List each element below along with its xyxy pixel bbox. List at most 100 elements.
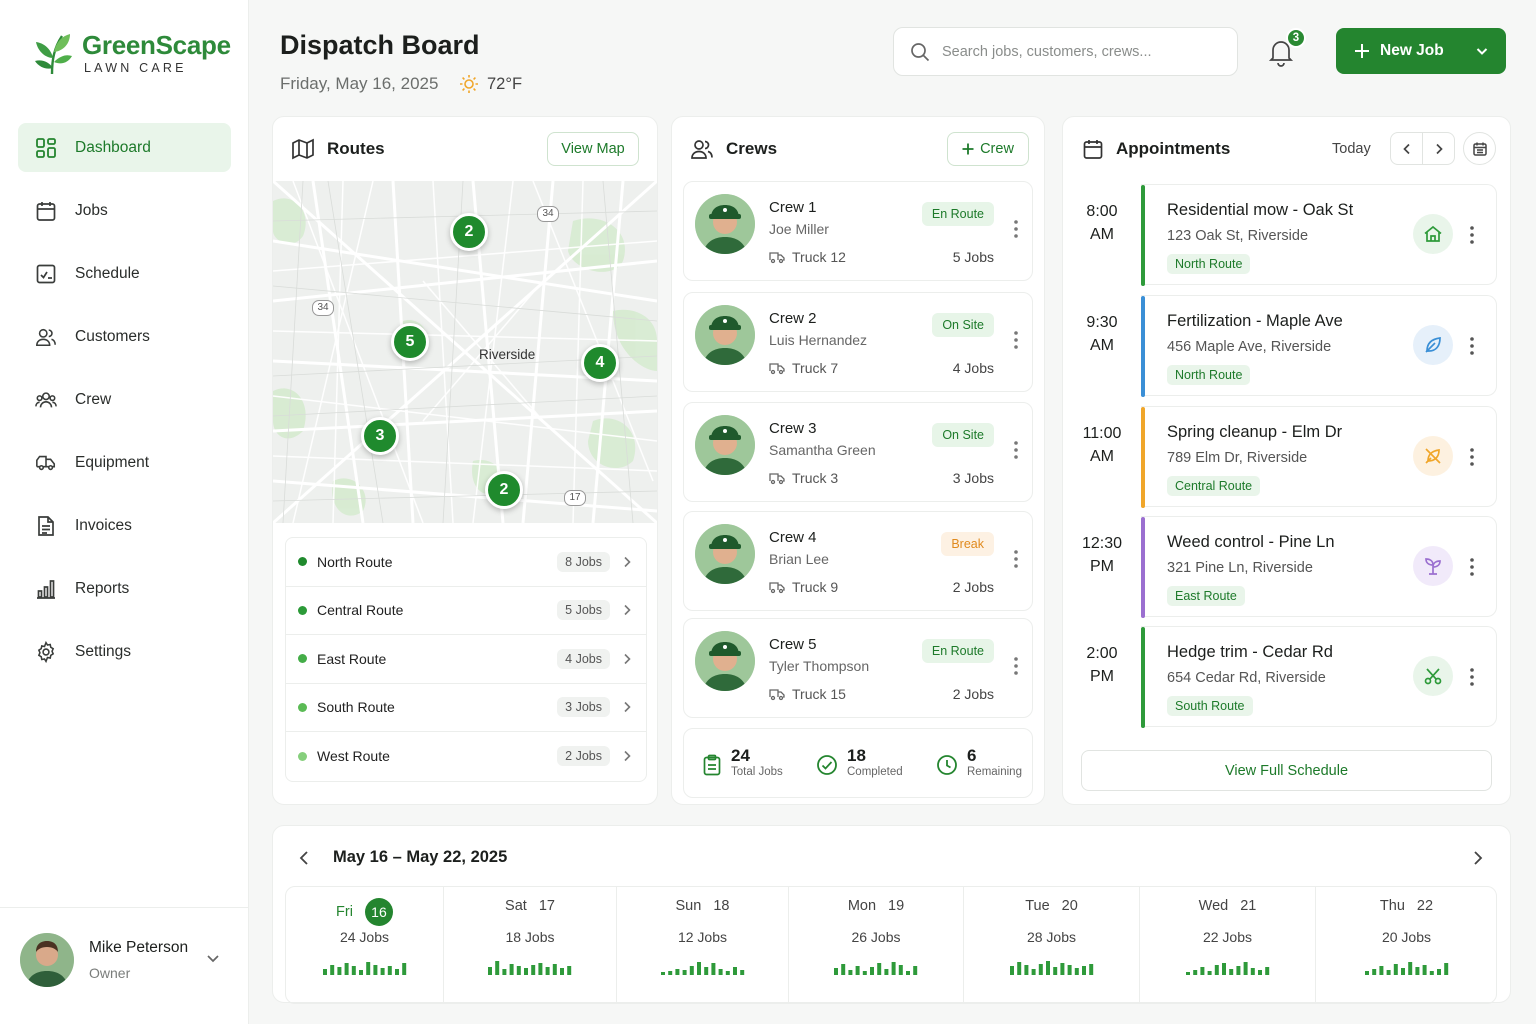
route-row-south[interactable]: South Route 3 Jobs xyxy=(286,684,646,732)
chevron-down-icon[interactable] xyxy=(205,950,221,966)
appointment-card[interactable]: Spring cleanup - Elm Dr 789 Elm Dr, River… xyxy=(1141,406,1497,508)
clock-icon xyxy=(936,754,958,778)
sidebar-item-settings[interactable]: Settings xyxy=(18,627,231,676)
status-badge: On Site xyxy=(932,313,994,337)
map-pin[interactable]: 2 xyxy=(485,471,523,509)
crew-card[interactable]: Crew 1 Joe Miller Truck 12 En Route 5 Jobs xyxy=(683,181,1033,281)
crew-totals: 24 Total Jobs 18 Completed 6 Remaining xyxy=(683,728,1033,798)
day-column[interactable]: Tue 20 28 Jobs xyxy=(964,886,1140,1004)
more-icon[interactable] xyxy=(1014,441,1018,459)
search-bar[interactable] xyxy=(893,27,1238,76)
day-header: Fri 16 xyxy=(286,898,443,926)
day-of-week: Fri xyxy=(336,904,353,920)
crew-card[interactable]: Crew 4 Brian Lee Truck 9 Break 2 Jobs xyxy=(683,511,1033,611)
sidebar-item-customers[interactable]: Customers xyxy=(18,312,231,361)
user-profile[interactable]: Mike Peterson Owner xyxy=(0,907,248,1024)
more-icon[interactable] xyxy=(1470,558,1474,576)
day-column[interactable]: Sat 17 18 Jobs xyxy=(444,886,617,1004)
day-number: 18 xyxy=(713,898,730,914)
crew-jobs: 5 Jobs xyxy=(952,249,994,265)
day-column[interactable]: Wed 21 22 Jobs xyxy=(1140,886,1316,1004)
sidebar-item-invoices[interactable]: Invoices xyxy=(18,501,231,550)
day-column[interactable]: Mon 19 26 Jobs xyxy=(789,886,964,1004)
day-column[interactable]: Thu 22 20 Jobs xyxy=(1316,886,1497,1004)
add-crew-button[interactable]: Crew xyxy=(947,132,1029,166)
route-map[interactable]: Riverside 34 34 17 2 5 4 3 2 xyxy=(273,181,657,523)
more-icon[interactable] xyxy=(1014,550,1018,568)
sidebar-item-crew[interactable]: Crew xyxy=(18,375,231,424)
more-icon[interactable] xyxy=(1470,337,1474,355)
today-label[interactable]: Today xyxy=(1332,141,1371,157)
appointment-card[interactable]: Residential mow - Oak St 123 Oak St, Rive… xyxy=(1141,184,1497,286)
route-row-central[interactable]: Central Route 5 Jobs xyxy=(286,587,646,635)
chevron-right-icon xyxy=(1434,143,1444,155)
day-column[interactable]: Sun 18 12 Jobs xyxy=(617,886,789,1004)
next-day-button[interactable] xyxy=(1422,132,1455,165)
appointment-card[interactable]: Fertilization - Maple Ave 456 Maple Ave, … xyxy=(1141,295,1497,397)
sidebar-item-label: Equipment xyxy=(75,453,150,471)
route-row-east[interactable]: East Route 4 Jobs xyxy=(286,635,646,684)
date-picker-button[interactable] xyxy=(1463,132,1496,165)
crew-card[interactable]: Crew 3 Samantha Green Truck 3 On Site 3 Jobs xyxy=(683,402,1033,502)
sidebar-item-label: Dashboard xyxy=(75,138,151,156)
map-pin[interactable]: 4 xyxy=(581,344,619,382)
crew-card[interactable]: Crew 2 Luis Hernandez Truck 7 On Site 4 Jobs xyxy=(683,292,1033,392)
week-range: May 16 – May 22, 2025 xyxy=(333,848,508,866)
total-jobs-stat: 24 Total Jobs xyxy=(702,746,783,778)
brand-logo[interactable]: GreenScape LAWN CARE xyxy=(32,30,231,76)
appointment-card[interactable]: Hedge trim - Cedar Rd 654 Cedar Rd, River… xyxy=(1141,626,1497,728)
sidebar-item-reports[interactable]: Reports xyxy=(18,564,231,613)
new-job-button[interactable]: New Job xyxy=(1336,28,1506,74)
spark-bar xyxy=(1081,966,1086,975)
sidebar-item-jobs[interactable]: Jobs xyxy=(18,186,231,235)
search-icon xyxy=(910,42,930,62)
spark-bar xyxy=(1393,964,1398,975)
more-icon[interactable] xyxy=(1014,220,1018,238)
day-header: Tue 20 xyxy=(964,898,1139,914)
spark-bar xyxy=(855,966,860,975)
sidebar-item-equipment[interactable]: Equipment xyxy=(18,438,231,487)
sidebar-nav: Dashboard Jobs Schedule Customers Crew xyxy=(18,123,231,690)
appointment-card[interactable]: Weed control - Pine Ln 321 Pine Ln, River… xyxy=(1141,516,1497,618)
appointment-title: Weed control - Pine Ln xyxy=(1167,533,1335,551)
spark-bar xyxy=(1422,965,1427,975)
spark-bar xyxy=(502,969,507,975)
routes-title: Routes xyxy=(327,139,385,158)
map-pin[interactable]: 3 xyxy=(361,417,399,455)
chevron-left-icon[interactable] xyxy=(298,850,310,866)
map-pin[interactable]: 2 xyxy=(450,213,488,251)
more-icon[interactable] xyxy=(1014,657,1018,675)
bell-icon[interactable] xyxy=(1266,37,1296,67)
spark-bar xyxy=(834,968,838,975)
route-jobs-badge: 3 Jobs xyxy=(557,697,610,718)
view-full-schedule-button[interactable]: View Full Schedule xyxy=(1081,750,1492,791)
time-ampm: PM xyxy=(1090,558,1114,575)
sidebar-item-dashboard[interactable]: Dashboard xyxy=(18,123,231,172)
chevron-right-icon[interactable] xyxy=(1472,850,1484,866)
view-map-button[interactable]: View Map xyxy=(547,132,639,166)
sidebar-item-label: Settings xyxy=(75,642,132,660)
more-icon[interactable] xyxy=(1014,331,1018,349)
search-input[interactable] xyxy=(942,43,1212,60)
new-job-dropdown[interactable] xyxy=(1458,28,1506,74)
crews-card: Crews Crew Crew 1 Joe Miller Truck 12 En Ro… xyxy=(671,116,1045,805)
spark-bar xyxy=(1364,971,1369,975)
route-row-north[interactable]: North Route 8 Jobs xyxy=(286,538,646,587)
sidebar-item-schedule[interactable]: Schedule xyxy=(18,249,231,298)
truck-icon xyxy=(769,687,785,701)
day-number: 20 xyxy=(1061,898,1078,914)
more-icon[interactable] xyxy=(1470,226,1474,244)
status-badge: En Route xyxy=(921,202,994,226)
spark-bar xyxy=(1414,967,1419,975)
crew-card[interactable]: Crew 5 Tyler Thompson Truck 15 En Route 2 Jo… xyxy=(683,618,1033,718)
more-icon[interactable] xyxy=(1470,668,1474,686)
crew-lead: Brian Lee xyxy=(769,551,829,567)
day-number: 22 xyxy=(1416,898,1434,914)
day-column[interactable]: Fri 16 24 Jobs xyxy=(286,886,444,1004)
map-pin[interactable]: 5 xyxy=(391,323,429,361)
prev-day-button[interactable] xyxy=(1390,132,1423,165)
route-row-west[interactable]: West Route 2 Jobs xyxy=(286,732,646,781)
more-icon[interactable] xyxy=(1470,448,1474,466)
appointment-title: Residential mow - Oak St xyxy=(1167,201,1354,219)
status-badge: Break xyxy=(941,532,994,556)
